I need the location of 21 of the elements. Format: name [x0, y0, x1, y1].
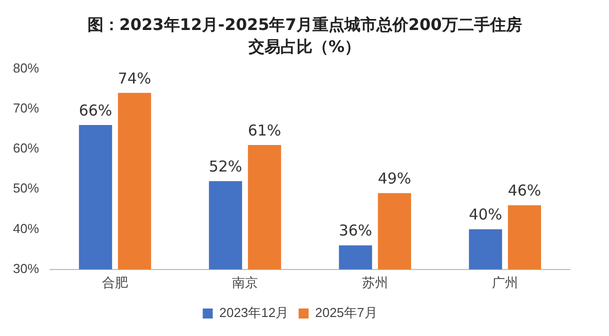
legend-label: 2023年12月 [219, 305, 289, 320]
x-tick-label: 广州 [492, 274, 518, 290]
y-tick-label: 70% [12, 100, 40, 116]
data-label: 49% [378, 170, 412, 188]
y-tick-label: 80% [12, 60, 40, 76]
data-label: 40% [468, 206, 502, 224]
legend-label: 2025年7月 [315, 305, 378, 320]
x-tick-label: 合肥 [102, 274, 128, 290]
data-label: 61% [248, 121, 282, 140]
y-tick-label: 60% [12, 140, 40, 156]
data-label: 66% [78, 101, 112, 120]
y-tick-label: 40% [12, 220, 40, 236]
data-label: 52% [208, 158, 242, 176]
x-tick-label: 苏州 [362, 274, 388, 290]
data-label: 46% [508, 182, 542, 200]
y-tick-label: 50% [12, 180, 40, 196]
y-tick-label: 30% [12, 260, 40, 276]
chart-title: 图：2023年12月-2025年7月重点城市总价200万二手住房交易占比（%） [86, 14, 523, 58]
data-label: 74% [118, 69, 152, 88]
data-label: 36% [338, 222, 372, 240]
x-tick-label: 南京 [232, 274, 258, 290]
